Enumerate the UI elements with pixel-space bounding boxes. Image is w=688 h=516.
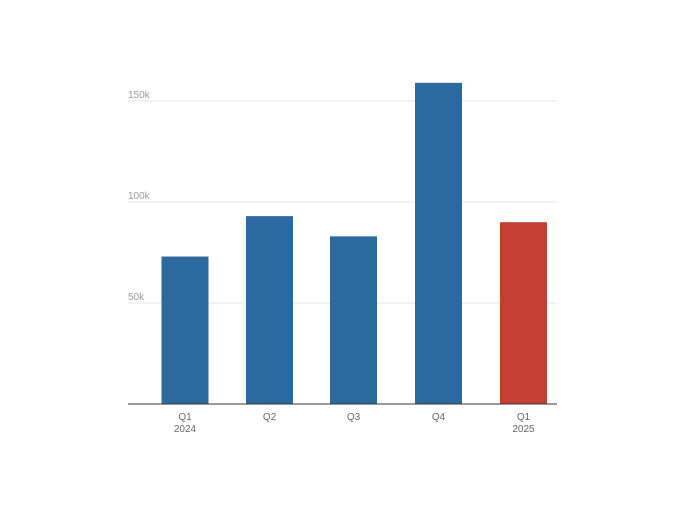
x-tick-label: Q1 — [178, 412, 192, 423]
x-tick-label: Q2 — [263, 412, 277, 423]
y-tick-label: 50k — [128, 292, 145, 303]
bar — [330, 236, 377, 404]
bar — [415, 82, 462, 404]
y-tick-labels: 50k 100k 150k — [128, 90, 151, 303]
y-tick-label: 150k — [128, 90, 151, 101]
x-tick-label: Q3 — [347, 412, 361, 423]
y-tick-label: 100k — [128, 191, 151, 202]
x-tick-label: Q4 — [432, 412, 446, 423]
bars — [161, 82, 547, 404]
x-tick-label: 2025 — [512, 424, 535, 435]
x-tick-label: 2024 — [174, 424, 197, 435]
bar — [246, 216, 293, 404]
bar — [161, 256, 209, 404]
bar — [500, 222, 547, 404]
x-tick-label: Q1 — [517, 412, 531, 423]
